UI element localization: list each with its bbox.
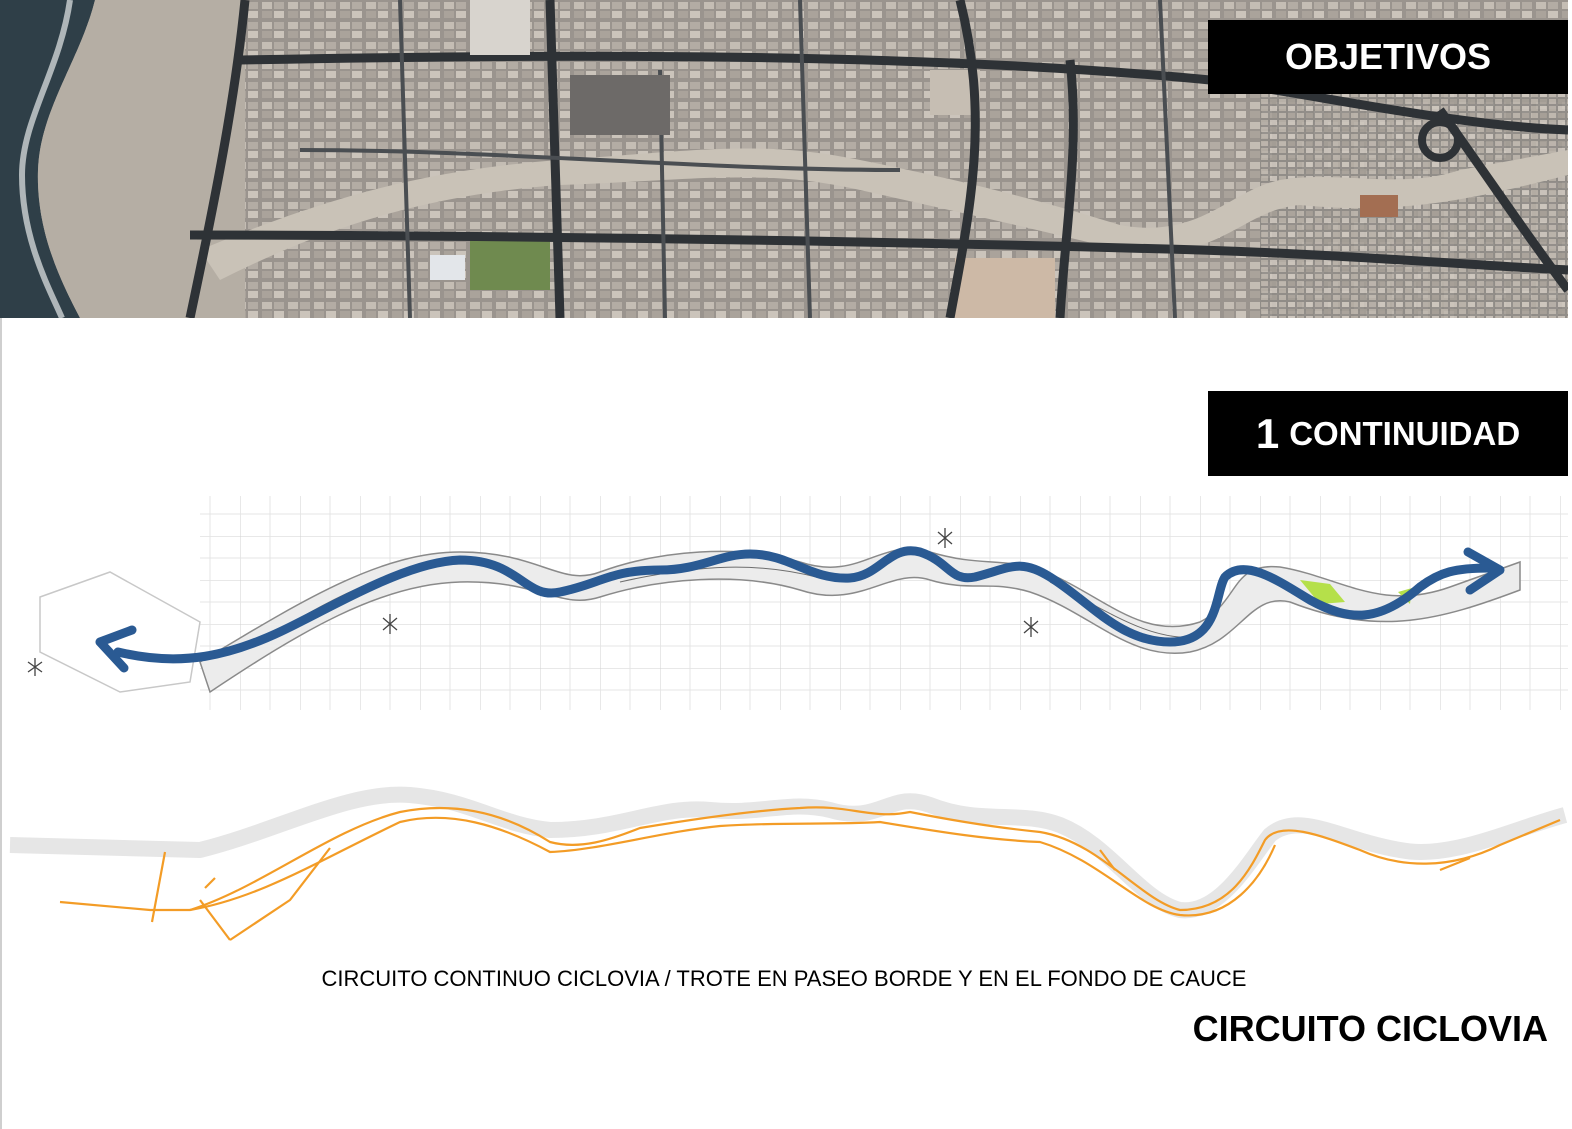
figure-caption: CIRCUITO CONTINUO CICLOVIA / TROTE EN PA… xyxy=(321,966,1247,991)
section-title: CIRCUITO CICLOVIA xyxy=(1192,1008,1548,1049)
objective-label: 1 CONTINUIDAD xyxy=(1208,391,1568,476)
objective-number: 1 xyxy=(1255,409,1280,457)
double-headed-arrow xyxy=(113,546,1495,664)
page-title: OBJETIVOS xyxy=(1208,20,1568,94)
objective-name: CONTINUIDAD xyxy=(1289,414,1521,452)
bike-route-trace xyxy=(0,770,1568,970)
cycle-route-path xyxy=(59,806,1561,941)
page-edge-rule xyxy=(0,0,2,1129)
site-plan-drawing xyxy=(0,492,1568,714)
